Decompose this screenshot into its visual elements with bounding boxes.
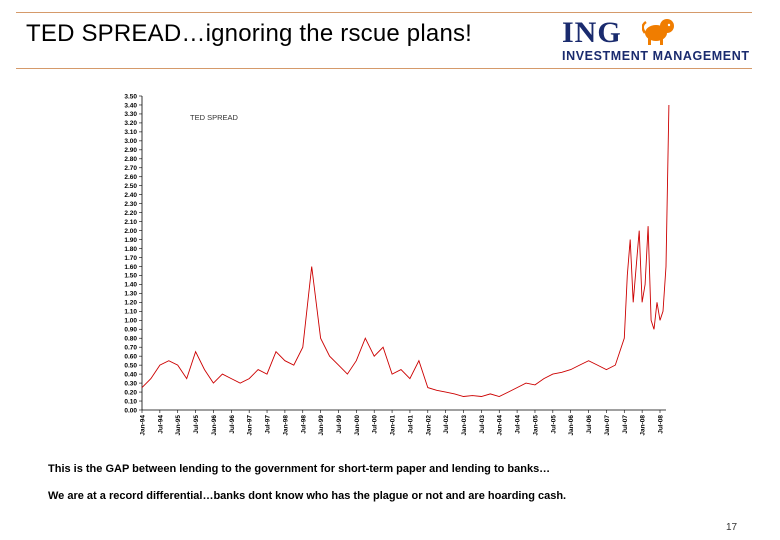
x-tick-label: Jan-01 [390, 415, 397, 436]
x-tick-label: Jul-97 [265, 415, 272, 434]
x-tick-label: Jan-03 [461, 415, 468, 436]
x-axis: Jan-94 Jul-94 Jan-95 Jul-95 Jan-96 Jul-96 Jan-… [140, 409, 666, 436]
y-tick-label: 0.80 [124, 336, 137, 343]
x-tick-label: Jan-96 [211, 415, 218, 436]
y-tick-label: 1.90 [124, 237, 137, 244]
x-tick-label: Jul-07 [622, 415, 629, 434]
logo-wordmark: ING [562, 16, 622, 49]
x-tick-label: Jul-01 [407, 415, 414, 434]
y-tick-label: 0.10 [124, 398, 137, 405]
x-tick-label: Jan-95 [175, 415, 182, 436]
x-tick-label: Jan-00 [354, 415, 361, 436]
y-tick-label: 0.60 [124, 353, 137, 360]
y-tick-label: 1.00 [124, 318, 137, 325]
y-tick-label: 2.80 [124, 156, 137, 163]
x-tick-label: Jan-08 [640, 415, 647, 436]
y-tick-label: 3.00 [124, 138, 137, 145]
y-tick-label: 0.30 [124, 380, 137, 387]
y-axis: 0.00 0.10 0.20 0.30 0.40 0.50 0.600.70 0.80 0.90… [124, 93, 143, 414]
x-tick-label: Jan-97 [247, 415, 254, 436]
x-tick-label: Jul-06 [586, 415, 593, 434]
y-tick-label: 2.10 [124, 219, 137, 226]
ted-spread-chart: 0.00 0.10 0.20 0.30 0.40 0.50 0.600.70 0.80 0.90… [124, 93, 670, 436]
y-tick-label: 1.40 [124, 282, 137, 289]
page-number: 17 [726, 522, 738, 533]
x-tick-label: Jan-98 [282, 415, 289, 436]
header-bottom-rule [16, 68, 752, 69]
x-tick-label: Jan-05 [532, 415, 539, 436]
x-tick-label: Jan-07 [604, 415, 611, 436]
lion-icon [642, 19, 674, 45]
y-tick-label: 1.50 [124, 273, 137, 280]
header-top-rule [16, 12, 752, 13]
y-tick-label: 2.90 [124, 147, 137, 154]
y-tick-label: 1.20 [124, 300, 137, 307]
y-tick-label: 2.20 [124, 210, 137, 217]
x-tick-label: Jul-94 [157, 415, 164, 434]
y-tick-label: 0.90 [124, 327, 137, 334]
y-tick-label: 2.40 [124, 192, 137, 199]
x-tick-label: Jul-95 [193, 415, 200, 434]
y-tick-label: 0.50 [124, 362, 137, 369]
x-tick-label: Jul-99 [336, 415, 343, 434]
y-tick-label: 3.40 [124, 102, 137, 109]
x-tick-label: Jan-99 [318, 415, 325, 436]
x-tick-label: Jan-02 [425, 415, 432, 436]
x-tick-label: Jul-03 [479, 415, 486, 434]
series-line-ted-spread [141, 104, 670, 397]
y-tick-label: 3.10 [124, 129, 137, 136]
x-tick-label: Jul-08 [658, 415, 665, 434]
y-tick-label: 3.20 [124, 120, 137, 127]
y-tick-label: 0.40 [124, 371, 137, 378]
x-tick-label: Jul-05 [550, 415, 557, 434]
y-tick-label: 1.30 [124, 291, 137, 298]
series-annotation: TED SPREAD [190, 113, 239, 122]
y-tick-label: 3.50 [124, 93, 137, 100]
y-tick-label: 0.20 [124, 389, 137, 396]
note-line-2: We are at a record differential…banks do… [48, 490, 567, 502]
y-tick-label: 0.00 [124, 407, 137, 414]
slide-title: TED SPREAD…ignoring the rscue plans! [26, 20, 473, 47]
x-tick-label: Jul-02 [443, 415, 450, 434]
x-tick-label: Jan-94 [140, 415, 147, 436]
x-tick-label: Jul-98 [300, 415, 307, 434]
y-tick-label: 2.70 [124, 165, 137, 172]
y-tick-label: 2.50 [124, 183, 137, 190]
x-tick-label: Jul-00 [372, 415, 379, 434]
y-tick-label: 1.10 [124, 309, 137, 316]
note-line-1: This is the GAP between lending to the g… [48, 463, 551, 475]
y-tick-label: 2.60 [124, 174, 137, 181]
y-tick-label: 1.80 [124, 246, 137, 253]
y-tick-label: 1.60 [124, 264, 137, 271]
y-tick-label: 3.30 [124, 111, 137, 118]
x-tick-label: Jan-06 [568, 415, 575, 436]
y-tick-label: 2.30 [124, 201, 137, 208]
x-tick-label: Jan-04 [497, 415, 504, 436]
y-tick-label: 0.70 [124, 345, 137, 352]
logo-subtitle: INVESTMENT MANAGEMENT [562, 49, 750, 63]
x-tick-label: Jul-96 [229, 415, 236, 434]
ing-logo: ING INVESTMENT MANAGEMENT [560, 16, 755, 68]
x-tick-label: Jul-04 [515, 415, 522, 434]
y-tick-label: 1.70 [124, 255, 137, 262]
y-tick-label: 2.00 [124, 228, 137, 235]
